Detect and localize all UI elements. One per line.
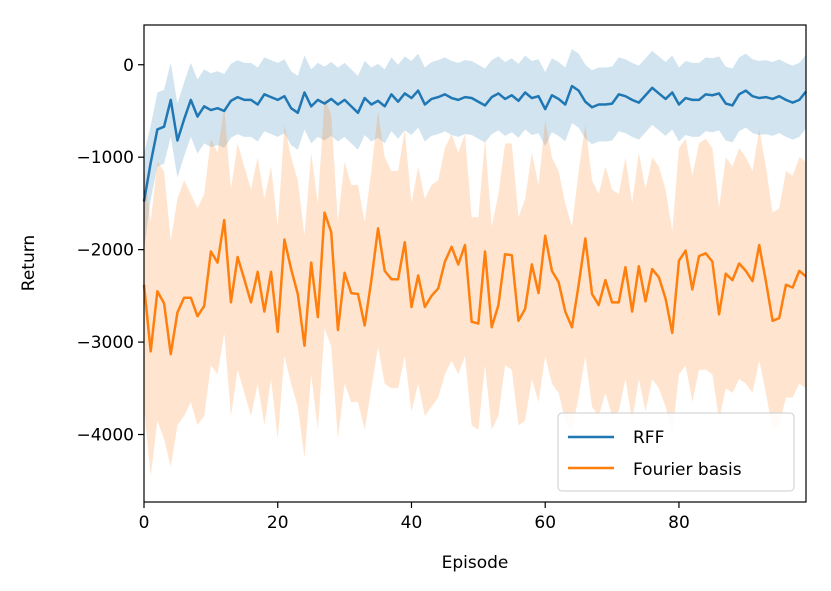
y-axis-label: Return — [19, 235, 39, 291]
legend-label-fourier-basis: Fourier basis — [633, 460, 742, 480]
plot-area-frame — [143, 24, 807, 503]
y-axis-ticks: 0 −1000 −2000 −3000 −4000 — [76, 56, 144, 446]
series-line-fourier-basis — [142, 211, 807, 356]
legend-label-rff: RFF — [633, 428, 664, 448]
series-lines — [142, 84, 807, 356]
x-tick-label: 20 — [267, 513, 289, 533]
x-axis-label: Episode — [442, 553, 509, 573]
legend: RFF Fourier basis — [557, 412, 795, 492]
x-axis-ticks: 0 20 40 60 80 — [139, 502, 690, 533]
x-tick-label: 0 — [139, 513, 150, 533]
x-tick-label: 40 — [401, 513, 423, 533]
x-tick-label: 60 — [534, 513, 556, 533]
x-tick-label: 80 — [668, 513, 690, 533]
y-tick-label: −3000 — [76, 333, 134, 353]
y-tick-label: −2000 — [76, 241, 134, 261]
y-tick-label: −4000 — [76, 426, 134, 446]
band-fourier-basis — [144, 97, 806, 477]
legend-box — [557, 412, 795, 492]
confidence-bands — [144, 49, 806, 477]
y-tick-label: 0 — [123, 56, 134, 76]
y-tick-label: −1000 — [76, 148, 134, 168]
series-line-rff — [142, 84, 807, 202]
